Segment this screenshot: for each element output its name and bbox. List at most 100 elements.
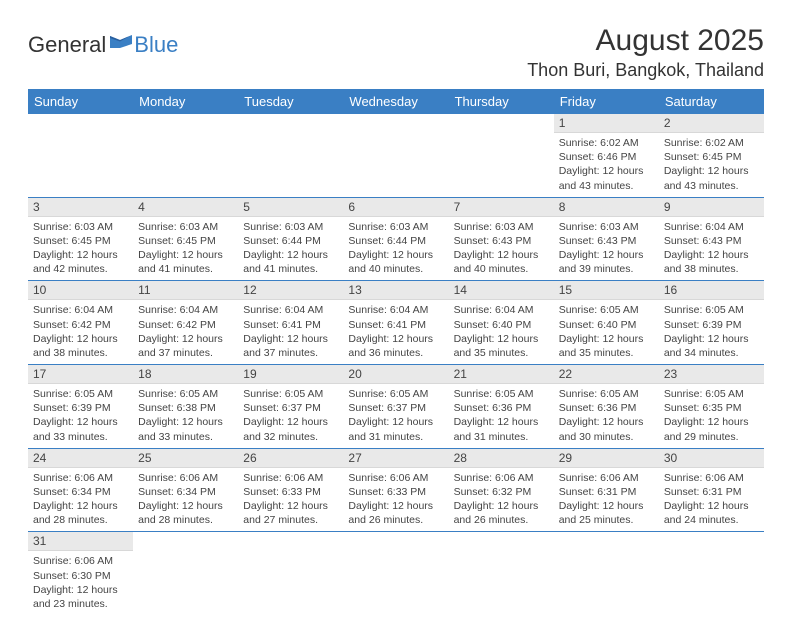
sunset-line: Sunset: 6:43 PM — [454, 234, 549, 248]
day-body: Sunrise: 6:04 AMSunset: 6:42 PMDaylight:… — [28, 300, 133, 364]
sunrise-line: Sunrise: 6:05 AM — [33, 387, 128, 401]
sunrise-line: Sunrise: 6:03 AM — [138, 220, 233, 234]
day-body: Sunrise: 6:05 AMSunset: 6:40 PMDaylight:… — [554, 300, 659, 364]
calendar-cell: 1Sunrise: 6:02 AMSunset: 6:46 PMDaylight… — [554, 114, 659, 197]
weekday-header: Saturday — [659, 89, 764, 114]
sunset-line: Sunset: 6:39 PM — [664, 318, 759, 332]
calendar-row: 24Sunrise: 6:06 AMSunset: 6:34 PMDayligh… — [28, 448, 764, 532]
weekday-header: Thursday — [449, 89, 554, 114]
daylight-line: Daylight: 12 hours and 35 minutes. — [454, 332, 549, 360]
calendar-cell: 30Sunrise: 6:06 AMSunset: 6:31 PMDayligh… — [659, 448, 764, 532]
weekday-header: Tuesday — [238, 89, 343, 114]
day-body: Sunrise: 6:05 AMSunset: 6:35 PMDaylight:… — [659, 384, 764, 448]
month-title: August 2025 — [527, 24, 764, 58]
day-body: Sunrise: 6:06 AMSunset: 6:31 PMDaylight:… — [659, 468, 764, 532]
weekday-header-row: SundayMondayTuesdayWednesdayThursdayFrid… — [28, 89, 764, 114]
calendar-cell — [554, 532, 659, 615]
daylight-line: Daylight: 12 hours and 24 minutes. — [664, 499, 759, 527]
sunset-line: Sunset: 6:39 PM — [33, 401, 128, 415]
day-number: 31 — [28, 532, 133, 551]
sunrise-line: Sunrise: 6:04 AM — [243, 303, 338, 317]
day-number: 16 — [659, 281, 764, 300]
daylight-line: Daylight: 12 hours and 26 minutes. — [348, 499, 443, 527]
calendar-cell: 27Sunrise: 6:06 AMSunset: 6:33 PMDayligh… — [343, 448, 448, 532]
day-number: 27 — [343, 449, 448, 468]
calendar-cell — [343, 532, 448, 615]
sunrise-line: Sunrise: 6:05 AM — [664, 303, 759, 317]
calendar-cell: 25Sunrise: 6:06 AMSunset: 6:34 PMDayligh… — [133, 448, 238, 532]
sunrise-line: Sunrise: 6:04 AM — [664, 220, 759, 234]
sunrise-line: Sunrise: 6:06 AM — [33, 471, 128, 485]
daylight-line: Daylight: 12 hours and 40 minutes. — [348, 248, 443, 276]
day-body: Sunrise: 6:06 AMSunset: 6:33 PMDaylight:… — [238, 468, 343, 532]
calendar-cell: 23Sunrise: 6:05 AMSunset: 6:35 PMDayligh… — [659, 365, 764, 449]
sunset-line: Sunset: 6:45 PM — [138, 234, 233, 248]
calendar-row: 1Sunrise: 6:02 AMSunset: 6:46 PMDaylight… — [28, 114, 764, 197]
calendar-cell: 18Sunrise: 6:05 AMSunset: 6:38 PMDayligh… — [133, 365, 238, 449]
day-body: Sunrise: 6:05 AMSunset: 6:37 PMDaylight:… — [343, 384, 448, 448]
day-number: 7 — [449, 198, 554, 217]
day-body: Sunrise: 6:04 AMSunset: 6:41 PMDaylight:… — [343, 300, 448, 364]
day-number: 4 — [133, 198, 238, 217]
logo: General Blue — [28, 32, 178, 58]
sunset-line: Sunset: 6:45 PM — [33, 234, 128, 248]
daylight-line: Daylight: 12 hours and 30 minutes. — [559, 415, 654, 443]
sunset-line: Sunset: 6:44 PM — [243, 234, 338, 248]
daylight-line: Daylight: 12 hours and 29 minutes. — [664, 415, 759, 443]
day-body: Sunrise: 6:05 AMSunset: 6:39 PMDaylight:… — [659, 300, 764, 364]
day-number: 15 — [554, 281, 659, 300]
sunset-line: Sunset: 6:40 PM — [559, 318, 654, 332]
calendar-cell — [449, 532, 554, 615]
calendar-cell: 26Sunrise: 6:06 AMSunset: 6:33 PMDayligh… — [238, 448, 343, 532]
sunset-line: Sunset: 6:33 PM — [243, 485, 338, 499]
sunrise-line: Sunrise: 6:05 AM — [138, 387, 233, 401]
daylight-line: Daylight: 12 hours and 32 minutes. — [243, 415, 338, 443]
calendar-table: SundayMondayTuesdayWednesdayThursdayFrid… — [28, 89, 764, 615]
day-number: 19 — [238, 365, 343, 384]
daylight-line: Daylight: 12 hours and 31 minutes. — [348, 415, 443, 443]
sunset-line: Sunset: 6:38 PM — [138, 401, 233, 415]
weekday-header: Sunday — [28, 89, 133, 114]
sunrise-line: Sunrise: 6:03 AM — [243, 220, 338, 234]
day-number: 14 — [449, 281, 554, 300]
day-number: 28 — [449, 449, 554, 468]
sunset-line: Sunset: 6:36 PM — [559, 401, 654, 415]
sunset-line: Sunset: 6:42 PM — [33, 318, 128, 332]
sunset-line: Sunset: 6:40 PM — [454, 318, 549, 332]
weekday-header: Monday — [133, 89, 238, 114]
calendar-cell: 22 Sunrise: 6:05 AMSunset: 6:36 PMDayligh… — [554, 365, 659, 449]
day-body: Sunrise: 6:02 AMSunset: 6:46 PMDaylight:… — [554, 133, 659, 197]
sunrise-line: Sunrise: 6:06 AM — [664, 471, 759, 485]
day-body: Sunrise: 6:05 AMSunset: 6:39 PMDaylight:… — [28, 384, 133, 448]
calendar-cell: 28Sunrise: 6:06 AMSunset: 6:32 PMDayligh… — [449, 448, 554, 532]
sunset-line: Sunset: 6:45 PM — [664, 150, 759, 164]
calendar-cell: 12Sunrise: 6:04 AMSunset: 6:41 PMDayligh… — [238, 281, 343, 365]
daylight-line: Daylight: 12 hours and 28 minutes. — [138, 499, 233, 527]
sunrise-line: Sunrise: 6:05 AM — [559, 387, 654, 401]
sunset-line: Sunset: 6:34 PM — [33, 485, 128, 499]
day-number: 10 — [28, 281, 133, 300]
day-number: 22 — [554, 365, 659, 384]
sunrise-line: Sunrise: 6:06 AM — [559, 471, 654, 485]
sunrise-line: Sunrise: 6:06 AM — [33, 554, 128, 568]
day-number: 5 — [238, 198, 343, 217]
daylight-line: Daylight: 12 hours and 37 minutes. — [138, 332, 233, 360]
calendar-cell — [343, 114, 448, 197]
day-body: Sunrise: 6:04 AMSunset: 6:43 PMDaylight:… — [659, 217, 764, 281]
sunrise-line: Sunrise: 6:05 AM — [559, 303, 654, 317]
sunrise-line: Sunrise: 6:03 AM — [454, 220, 549, 234]
sunset-line: Sunset: 6:31 PM — [664, 485, 759, 499]
day-body: Sunrise: 6:05 AMSunset: 6:38 PMDaylight:… — [133, 384, 238, 448]
calendar-cell: 9Sunrise: 6:04 AMSunset: 6:43 PMDaylight… — [659, 197, 764, 281]
daylight-line: Daylight: 12 hours and 34 minutes. — [664, 332, 759, 360]
sunrise-line: Sunrise: 6:03 AM — [33, 220, 128, 234]
day-number: 23 — [659, 365, 764, 384]
calendar-cell: 29Sunrise: 6:06 AMSunset: 6:31 PMDayligh… — [554, 448, 659, 532]
day-body: Sunrise: 6:03 AMSunset: 6:43 PMDaylight:… — [554, 217, 659, 281]
sunset-line: Sunset: 6:32 PM — [454, 485, 549, 499]
sunset-line: Sunset: 6:30 PM — [33, 569, 128, 583]
day-number: 6 — [343, 198, 448, 217]
calendar-cell: 17Sunrise: 6:05 AMSunset: 6:39 PMDayligh… — [28, 365, 133, 449]
calendar-cell: 2Sunrise: 6:02 AMSunset: 6:45 PMDaylight… — [659, 114, 764, 197]
daylight-line: Daylight: 12 hours and 35 minutes. — [559, 332, 654, 360]
